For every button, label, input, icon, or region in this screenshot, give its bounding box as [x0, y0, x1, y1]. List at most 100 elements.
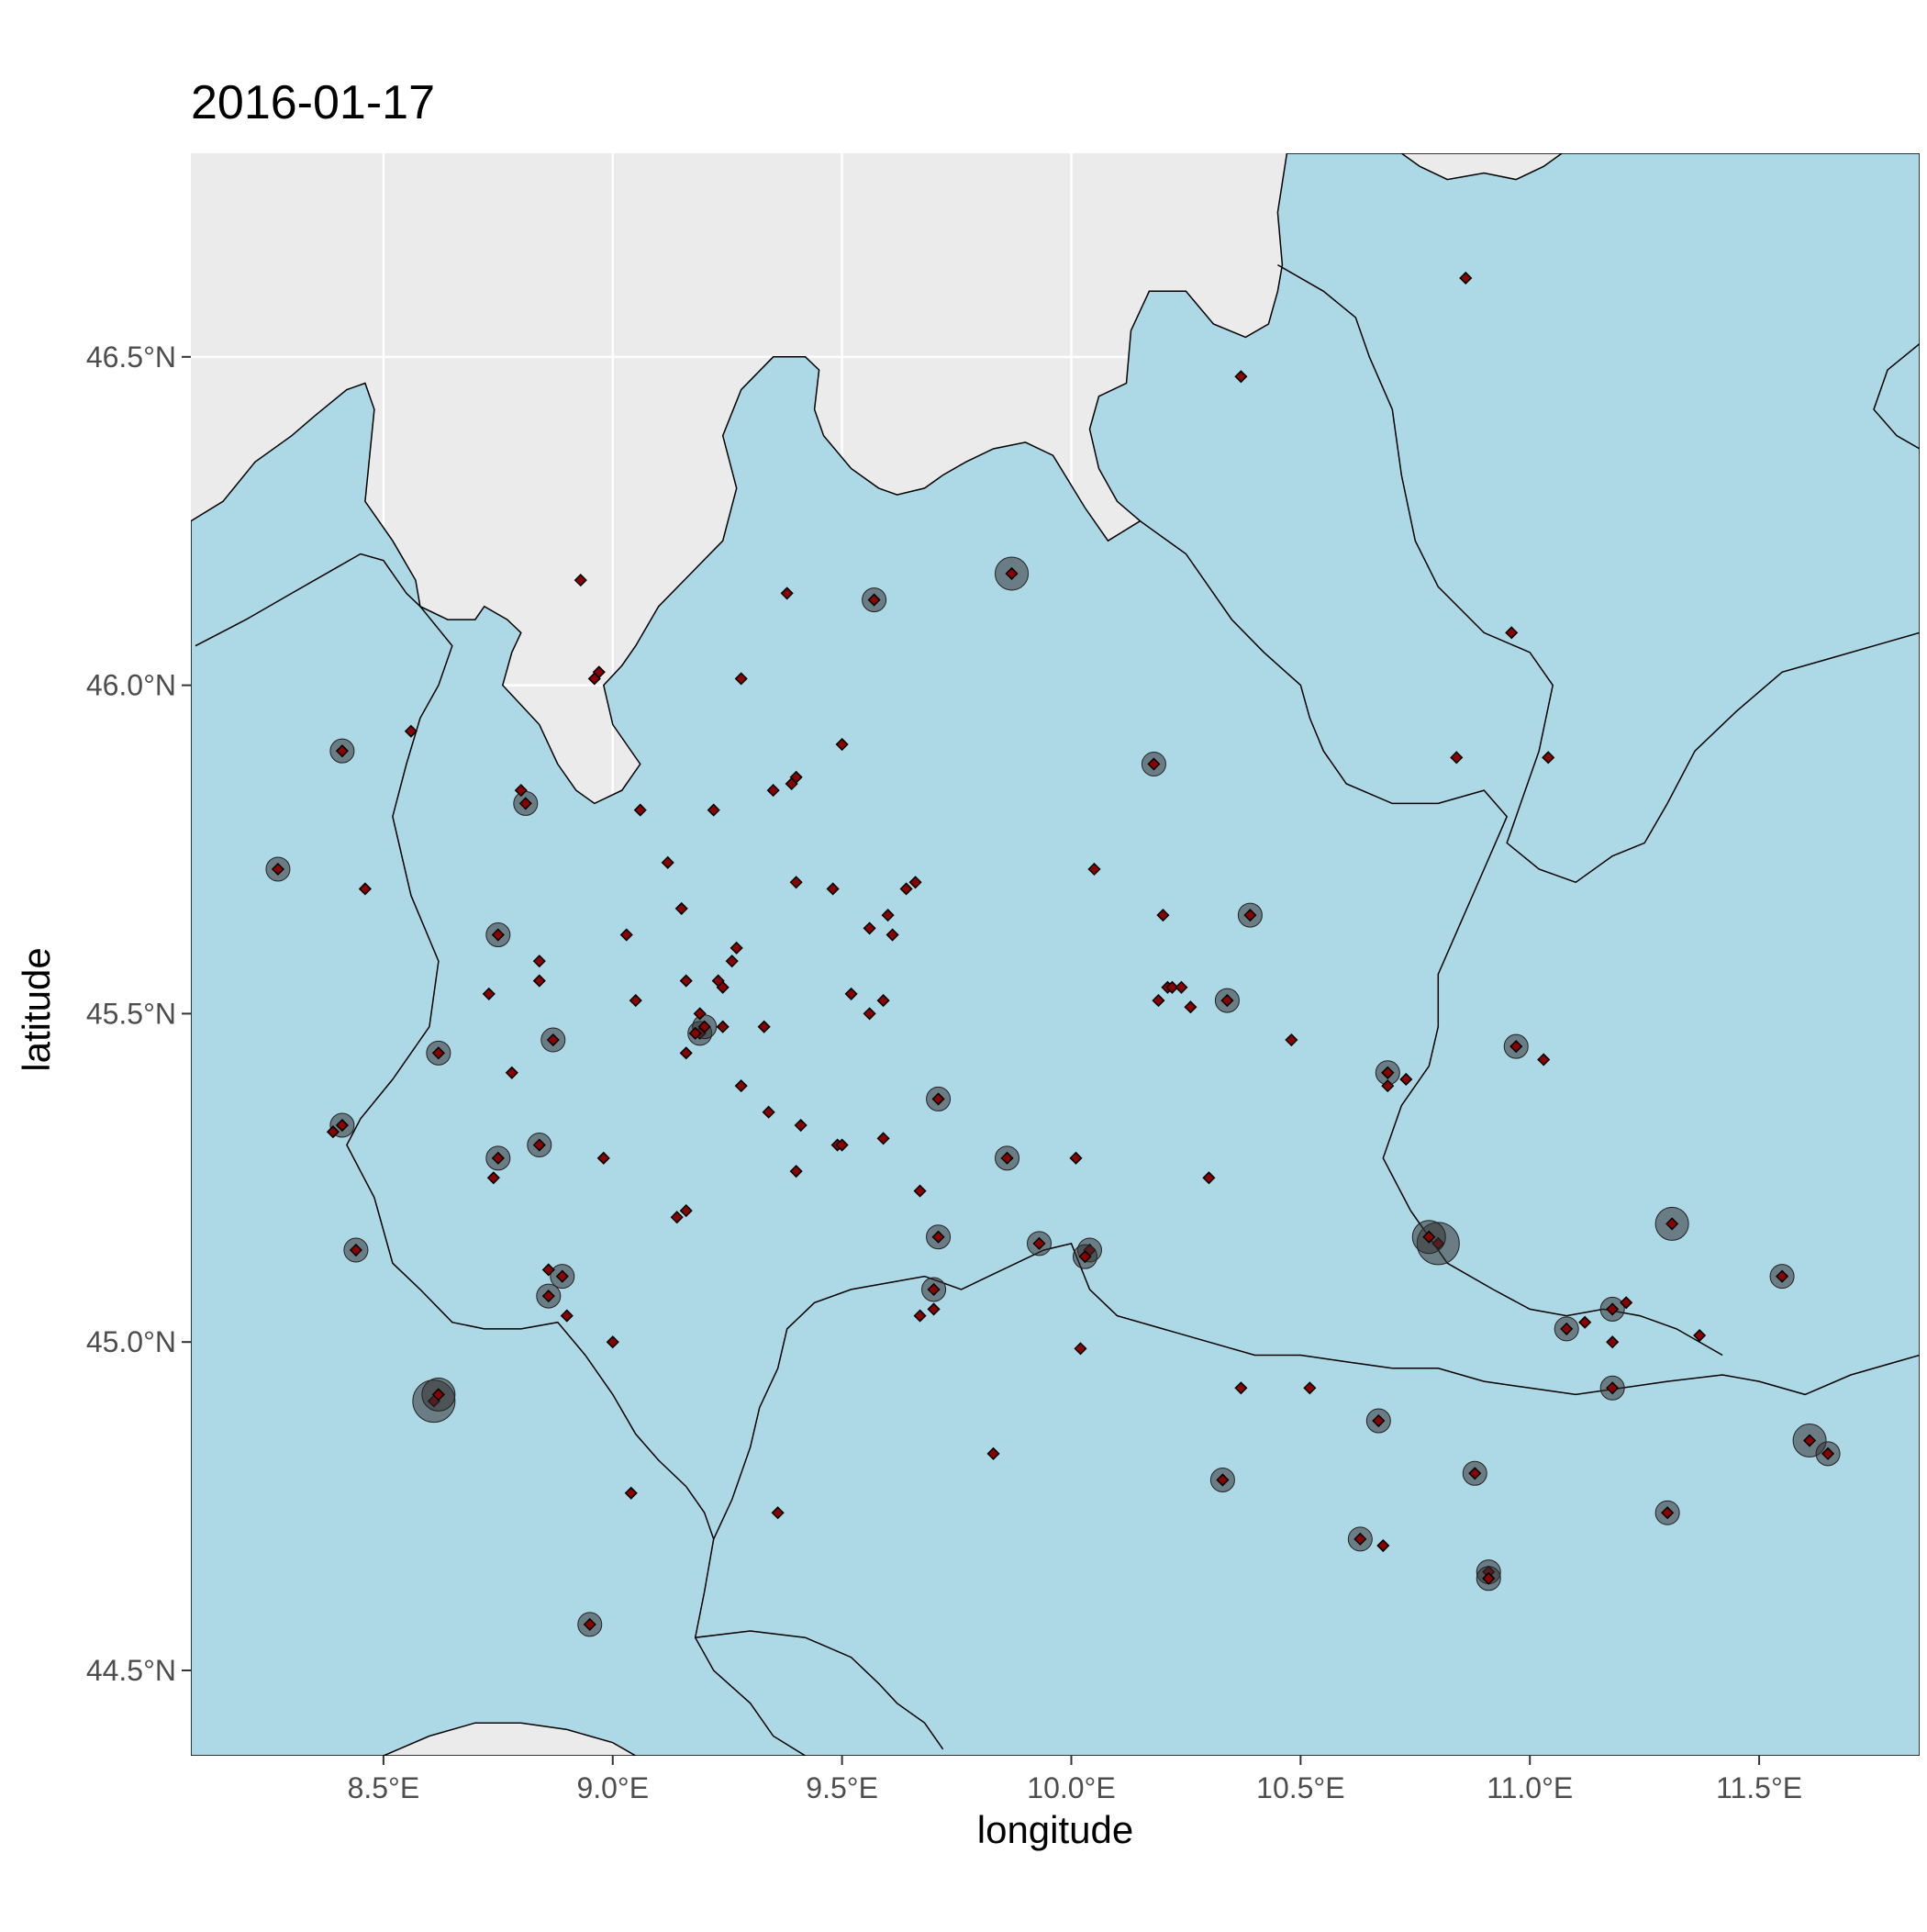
station-marker	[1243, 909, 1257, 922]
region-austria	[1400, 153, 1564, 181]
station-marker	[482, 987, 496, 1000]
station-marker	[1005, 566, 1019, 581]
station-marker	[707, 803, 720, 817]
station-marker	[1450, 751, 1464, 765]
station-marker	[881, 909, 895, 922]
y-tick-label: 45.0°N	[86, 1325, 176, 1358]
station-marker	[734, 672, 748, 686]
station-marker	[1606, 1335, 1620, 1349]
station-marker	[1234, 370, 1248, 384]
station-marker	[518, 797, 532, 810]
station-marker	[835, 1138, 849, 1152]
station-marker	[491, 1151, 505, 1165]
station-marker	[679, 1046, 693, 1060]
station-marker	[927, 1282, 941, 1297]
station-marker	[1665, 1217, 1679, 1231]
station-marker	[1776, 1269, 1789, 1283]
region-border	[346, 606, 806, 1756]
station-marker	[1693, 1328, 1707, 1343]
station-marker	[541, 1263, 555, 1277]
station-marker	[1069, 1151, 1083, 1165]
x-axis-label: longitude	[976, 1808, 1134, 1851]
station-marker	[1234, 1381, 1248, 1395]
station-marker	[1000, 1151, 1014, 1165]
station-marker	[1078, 1250, 1092, 1264]
station-marker	[734, 1079, 748, 1093]
station-marker	[661, 855, 674, 869]
station-marker	[876, 1132, 890, 1145]
station-marker	[1220, 994, 1234, 1008]
station-marker	[913, 1184, 927, 1198]
station-marker	[789, 876, 803, 889]
station-marker	[1175, 980, 1188, 994]
station-marker	[1303, 1381, 1317, 1395]
station-marker	[674, 901, 688, 915]
station-marker	[1509, 1040, 1523, 1054]
y-tick-label: 46.5°N	[86, 341, 176, 374]
station-marker	[886, 928, 899, 942]
station-marker	[1542, 751, 1555, 765]
x-tick-label: 11.0°E	[1487, 1771, 1573, 1804]
x-tick-label: 9.5°E	[806, 1771, 878, 1804]
station-marker	[771, 1506, 785, 1520]
station-marker	[532, 955, 546, 968]
station-marker	[505, 1066, 518, 1079]
station-marker	[688, 1026, 702, 1040]
station-marker	[514, 784, 528, 798]
region-border	[1873, 342, 1920, 450]
station-marker	[541, 1290, 555, 1303]
region-sea	[383, 1722, 638, 1756]
region-italy	[191, 153, 1920, 1756]
station-marker	[1381, 1079, 1395, 1093]
station-marker	[335, 744, 349, 758]
station-marker	[1032, 1236, 1046, 1250]
station-marker	[826, 882, 840, 896]
station-marker	[908, 876, 922, 889]
station-marker	[1422, 1230, 1436, 1244]
station-marker	[1372, 1413, 1386, 1428]
station-marker	[1802, 1434, 1817, 1447]
station-marker	[697, 1020, 711, 1033]
station-marker	[762, 1105, 775, 1119]
station-marker	[555, 1269, 569, 1283]
station-marker	[1578, 1315, 1592, 1329]
station-marker	[927, 1302, 941, 1316]
map-layer	[191, 153, 1920, 1756]
region-border	[695, 1630, 944, 1750]
station-marker	[913, 1309, 927, 1323]
y-tick-label: 44.5°N	[86, 1654, 176, 1687]
station-marker	[876, 994, 890, 1008]
x-tick-label: 10.5°E	[1256, 1771, 1344, 1804]
station-marker	[1606, 1381, 1620, 1395]
station-marker	[574, 574, 587, 587]
station-marker	[1399, 1072, 1413, 1087]
station-marker	[326, 1125, 340, 1139]
region-border	[713, 1243, 1920, 1540]
chart-title: 2016-01-17	[191, 76, 435, 129]
station-marker	[1606, 1302, 1620, 1316]
station-marker	[624, 1486, 638, 1500]
station-marker	[560, 1309, 574, 1323]
station-marker	[1560, 1322, 1574, 1335]
station-marker	[532, 974, 546, 988]
station-marker	[1353, 1532, 1367, 1546]
station-marker	[335, 1118, 349, 1133]
station-marker	[1381, 1066, 1395, 1079]
station-marker	[1216, 1473, 1230, 1487]
station-marker	[1165, 980, 1179, 994]
station-marker	[716, 980, 730, 994]
station-marker	[931, 1092, 945, 1106]
station-marker	[1482, 1571, 1496, 1585]
station-marker	[1459, 271, 1473, 285]
station-marker	[404, 724, 418, 738]
station-marker	[1156, 909, 1170, 922]
station-marker	[931, 1230, 945, 1244]
station-marker	[863, 921, 876, 935]
station-marker	[716, 1020, 730, 1033]
station-marker	[1821, 1446, 1835, 1460]
station-marker	[358, 882, 372, 896]
station-marker	[725, 955, 739, 968]
region-border	[1140, 520, 1723, 1357]
